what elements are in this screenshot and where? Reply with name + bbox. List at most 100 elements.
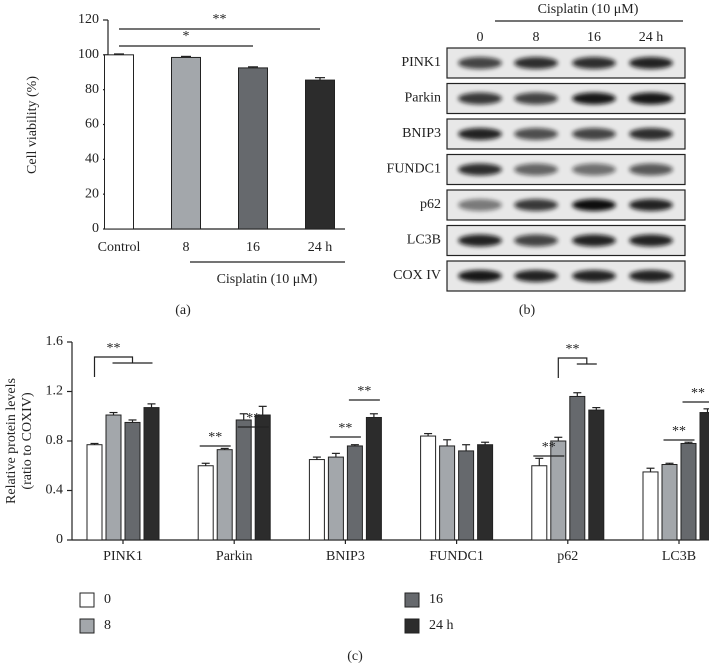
y-tick-label: 1.2 bbox=[46, 384, 64, 399]
y-tick-label: 0.8 bbox=[46, 433, 64, 448]
legend-label: 8 bbox=[104, 618, 111, 633]
blot-band bbox=[629, 92, 673, 105]
bar bbox=[327, 456, 344, 541]
x-tick-label: 24 h bbox=[308, 240, 333, 255]
blot-band bbox=[458, 128, 502, 140]
blot-row-label: Parkin bbox=[404, 91, 441, 106]
bar bbox=[216, 449, 233, 541]
significance-label: ** bbox=[107, 341, 121, 356]
blot-band bbox=[629, 128, 673, 140]
blot-row-label: FUNDC1 bbox=[387, 162, 441, 177]
blot-band bbox=[572, 92, 616, 105]
panel-label: (a) bbox=[175, 303, 191, 318]
lane-label: 8 bbox=[533, 30, 540, 45]
significance-bracket bbox=[557, 357, 597, 378]
bar bbox=[588, 409, 605, 541]
y-tick-label: 20 bbox=[85, 186, 99, 201]
panel-label: (c) bbox=[347, 649, 363, 664]
y-tick-label: 0 bbox=[56, 532, 63, 547]
significance-label: ** bbox=[672, 424, 686, 439]
bar bbox=[531, 465, 548, 541]
bar bbox=[642, 471, 659, 541]
significance-bracket bbox=[93, 356, 153, 377]
bar bbox=[569, 395, 586, 541]
significance-label: ** bbox=[213, 12, 227, 27]
significance-label: ** bbox=[566, 342, 580, 357]
y-tick-label: 0 bbox=[92, 221, 99, 236]
significance-label: ** bbox=[357, 384, 371, 399]
legend-label: 0 bbox=[104, 592, 111, 607]
bar bbox=[124, 421, 141, 541]
y-tick-label: 0.4 bbox=[46, 483, 64, 498]
panel-label: (b) bbox=[519, 303, 536, 318]
y-tick-label: 100 bbox=[78, 47, 99, 62]
y-axis-label: Cell viability (%) bbox=[25, 76, 40, 174]
x-tick-label: PINK1 bbox=[103, 549, 143, 564]
x-tick-label: Parkin bbox=[216, 549, 253, 564]
blot-row-label: COX IV bbox=[393, 268, 441, 283]
x-tick-label: LC3B bbox=[662, 549, 696, 564]
bar bbox=[308, 459, 325, 541]
blot-band bbox=[629, 234, 673, 247]
lane-label: 24 h bbox=[639, 30, 664, 45]
bar bbox=[346, 445, 363, 541]
group-label: Cisplatin (10 μM) bbox=[217, 272, 318, 287]
x-tick-label: p62 bbox=[557, 549, 578, 564]
bar bbox=[238, 67, 268, 230]
blot-band bbox=[458, 199, 502, 211]
bar bbox=[477, 444, 494, 541]
x-tick-label: FUNDC1 bbox=[429, 549, 483, 564]
bar bbox=[197, 465, 214, 541]
significance-label: ** bbox=[338, 421, 352, 436]
bar bbox=[105, 414, 122, 541]
blot-band bbox=[572, 128, 616, 140]
blot-band bbox=[458, 57, 502, 69]
x-tick-label: BNIP3 bbox=[326, 549, 365, 564]
blot-band bbox=[629, 199, 673, 211]
bar bbox=[86, 444, 103, 541]
bar bbox=[235, 419, 252, 541]
blot-band bbox=[572, 234, 616, 247]
bar bbox=[143, 407, 160, 541]
lane-label: 16 bbox=[587, 30, 601, 45]
legend-swatch bbox=[404, 618, 420, 634]
blot-row-label: LC3B bbox=[407, 233, 441, 248]
blot-row-label: PINK1 bbox=[401, 55, 441, 70]
blot-band bbox=[514, 270, 558, 282]
blot-band bbox=[629, 270, 673, 282]
blot-band bbox=[514, 234, 558, 247]
bar bbox=[305, 79, 335, 230]
significance-label: ** bbox=[542, 440, 556, 455]
bar bbox=[661, 464, 678, 541]
blot-band bbox=[514, 57, 558, 69]
blot-row-label: BNIP3 bbox=[402, 126, 441, 141]
x-tick-label: Control bbox=[98, 240, 141, 255]
blot-band bbox=[514, 128, 558, 140]
significance-label: ** bbox=[691, 386, 705, 401]
bar bbox=[458, 450, 475, 541]
legend-label: 16 bbox=[429, 592, 443, 607]
legend-swatch bbox=[404, 592, 420, 608]
y-tick-label: 80 bbox=[85, 82, 99, 97]
y-tick-label: 120 bbox=[78, 12, 99, 27]
blot-band bbox=[572, 163, 616, 176]
bar bbox=[171, 56, 201, 230]
blot-band bbox=[629, 57, 673, 69]
blot-header: Cisplatin (10 μM) bbox=[538, 2, 639, 17]
significance-label: * bbox=[183, 29, 190, 44]
x-tick-label: 8 bbox=[183, 240, 190, 255]
blot-band bbox=[514, 92, 558, 105]
blot-band bbox=[572, 270, 616, 282]
blot-band bbox=[458, 92, 502, 105]
bar bbox=[699, 412, 709, 541]
lane-label: 0 bbox=[477, 30, 484, 45]
blot-band bbox=[458, 234, 502, 247]
blot-band bbox=[458, 270, 502, 282]
blot-band bbox=[514, 163, 558, 176]
blot-band bbox=[458, 163, 502, 176]
blot-band bbox=[572, 199, 616, 211]
y-tick-label: 40 bbox=[85, 152, 99, 167]
significance-label: ** bbox=[208, 430, 222, 445]
legend-label: 24 h bbox=[429, 618, 454, 633]
